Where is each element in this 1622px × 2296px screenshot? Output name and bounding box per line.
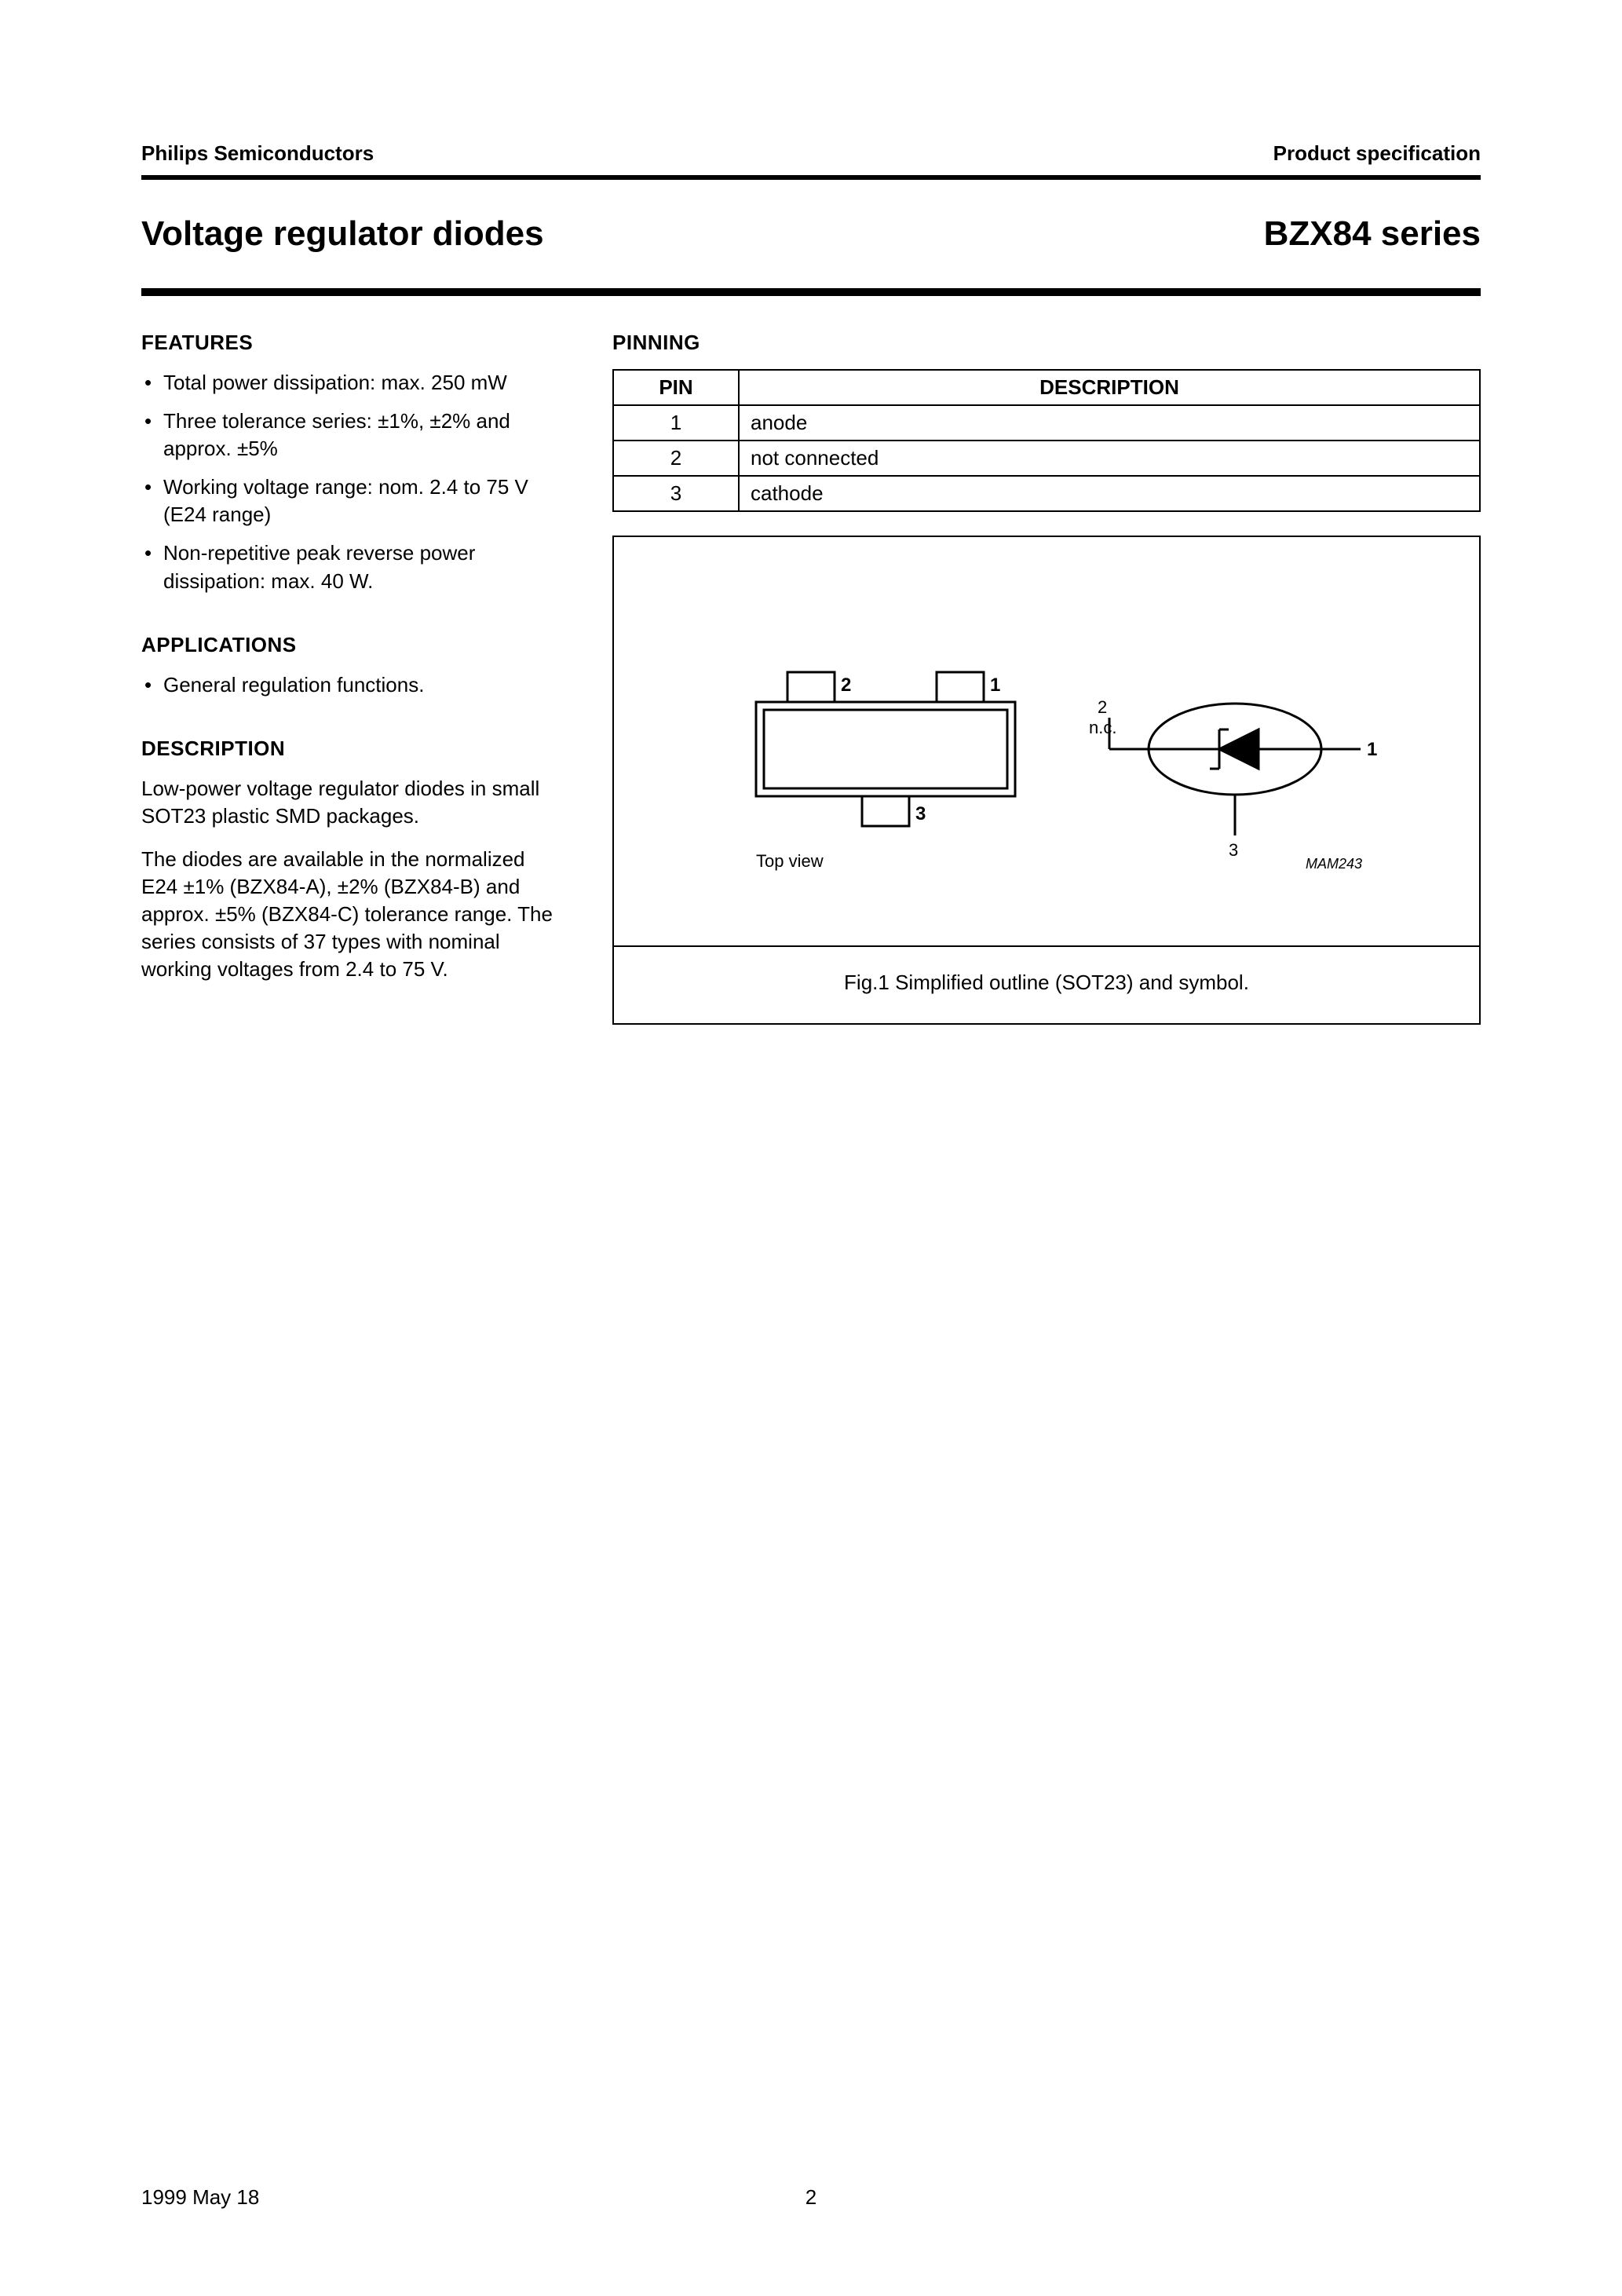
pin-col-header: PIN <box>613 370 739 405</box>
sym-pin3-label: 3 <box>1229 840 1238 860</box>
header-company: Philips Semiconductors <box>141 141 374 166</box>
figure-caption: Fig.1 Simplified outline (SOT23) and sym… <box>614 945 1479 1023</box>
table-row: 1 anode <box>613 405 1480 441</box>
table-row: 2 not connected <box>613 441 1480 476</box>
description-para: The diodes are available in the normaliz… <box>141 846 565 983</box>
figure-box: 2 1 3 Top view <box>612 536 1481 1025</box>
feature-item: Non-repetitive peak reverse power dissip… <box>141 539 565 594</box>
pin3-label: 3 <box>915 803 926 824</box>
desc-cell: anode <box>739 405 1480 441</box>
pin2-label: 2 <box>841 675 851 696</box>
description-heading: DESCRIPTION <box>141 737 565 761</box>
sym-pin1-label: 1 <box>1367 739 1377 760</box>
feature-item: Total power dissipation: max. 250 mW <box>141 369 565 397</box>
page-title: Voltage regulator diodes <box>141 214 544 254</box>
footer-date: 1999 May 18 <box>141 2185 259 2210</box>
feature-item: Working voltage range: nom. 2.4 to 75 V … <box>141 473 565 528</box>
footer-page-number: 2 <box>806 2185 816 2210</box>
features-heading: FEATURES <box>141 331 565 355</box>
pin-cell: 1 <box>613 405 739 441</box>
diagram-code: MAM243 <box>1306 856 1362 872</box>
series-name: BZX84 series <box>1264 214 1481 254</box>
pin1-label: 1 <box>990 675 1000 696</box>
sym-nc-label: n.c. <box>1089 718 1116 737</box>
applications-list: General regulation functions. <box>141 671 565 699</box>
rule-title <box>141 288 1481 296</box>
application-item: General regulation functions. <box>141 671 565 699</box>
table-row: 3 cathode <box>613 476 1480 511</box>
pin-cell: 3 <box>613 476 739 511</box>
pinning-heading: PINNING <box>612 331 1481 355</box>
features-list: Total power dissipation: max. 250 mW Thr… <box>141 369 565 595</box>
feature-item: Three tolerance series: ±1%, ±2% and app… <box>141 408 565 462</box>
header-doc-type: Product specification <box>1273 141 1481 166</box>
applications-heading: APPLICATIONS <box>141 633 565 657</box>
pin-cell: 2 <box>613 441 739 476</box>
desc-cell: not connected <box>739 441 1480 476</box>
topview-label: Top view <box>756 851 824 871</box>
package-diagram: 2 1 3 Top view <box>701 631 1392 914</box>
desc-cell: cathode <box>739 476 1480 511</box>
sym-pin2-label: 2 <box>1098 697 1107 717</box>
desc-col-header: DESCRIPTION <box>739 370 1480 405</box>
pin-table: PIN DESCRIPTION 1 anode 2 not connected … <box>612 369 1481 512</box>
description-para: Low-power voltage regulator diodes in sm… <box>141 775 565 830</box>
